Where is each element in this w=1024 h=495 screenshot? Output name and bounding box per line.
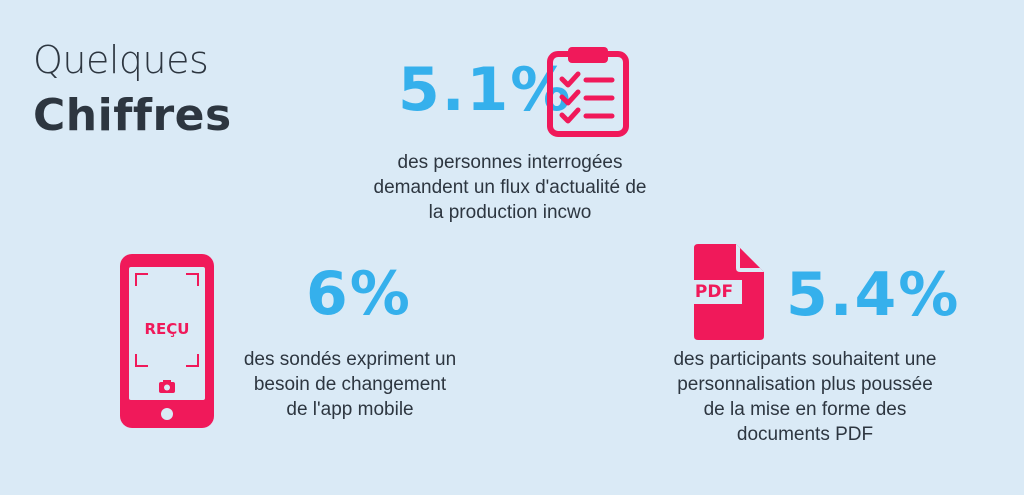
stat-value-1: 5.1%: [398, 55, 573, 125]
stat-value-2: 6%: [306, 259, 412, 329]
stat-desc-2: des sondés expriment un besoin de change…: [243, 349, 457, 420]
phone-receipt-scan-icon: REÇU: [120, 254, 214, 428]
pdf-document-icon: PDF: [686, 244, 764, 340]
clipboard-checklist-icon: [546, 44, 630, 138]
pdf-label: PDF: [686, 280, 742, 304]
title-line2: Chiffres: [33, 90, 232, 141]
title-line1: Quelques: [33, 38, 209, 82]
receipt-label: REÇU: [144, 320, 190, 338]
stat-desc-1: des personnes interrogées demandent un f…: [373, 152, 647, 223]
stat-value-3: 5.4%: [786, 260, 961, 330]
stat-desc-3: des participants souhaitent une personna…: [673, 349, 937, 445]
